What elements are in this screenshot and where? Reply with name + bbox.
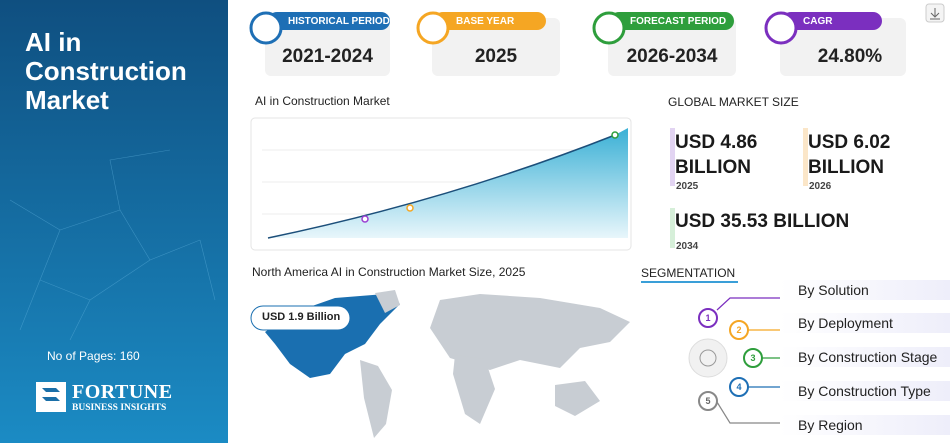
segment-number: 5 — [698, 391, 718, 411]
segment-number: 4 — [729, 377, 749, 397]
segment-number: 2 — [729, 320, 749, 340]
regional-value: USD 1.9 Billion — [262, 311, 341, 323]
logo-sub: BUSINESS INSIGHTS — [72, 403, 167, 413]
segment-label[interactable]: By Solution — [780, 280, 950, 300]
market-size-value: USD 4.86 BILLION — [675, 132, 758, 178]
size-strip — [670, 128, 675, 186]
trend-area — [268, 128, 628, 238]
card-icon — [592, 11, 626, 45]
market-size-year: 2025 — [676, 181, 699, 192]
card-bg — [432, 18, 560, 76]
card-bg — [780, 18, 906, 76]
page-count: No of Pages: 160 — [47, 349, 140, 363]
segmentation-title: SEGMENTATION — [641, 266, 736, 280]
card-value: 2021-2024 — [282, 46, 373, 67]
cards — [249, 11, 906, 76]
card-pill — [268, 12, 390, 30]
card-value: 24.80% — [817, 46, 883, 67]
segment-label[interactable]: By Region — [780, 415, 950, 435]
card-label: BASE YEAR — [456, 16, 515, 27]
card-icon — [416, 11, 450, 45]
segment-label[interactable]: By Deployment — [780, 313, 950, 333]
trend-line — [267, 134, 616, 239]
card-value: 2025 — [474, 46, 518, 67]
sidebar-bg — [0, 0, 228, 443]
world-map — [360, 294, 630, 438]
seg-connectors — [716, 297, 780, 424]
size-strip — [670, 208, 675, 248]
regional-title: North America AI in Construction Market … — [252, 265, 526, 279]
segment-number: 3 — [743, 348, 763, 368]
card-label: CAGR — [803, 16, 833, 27]
card-icon — [249, 11, 283, 45]
segment-label[interactable]: By Construction Stage — [780, 347, 950, 367]
card-value: 2026-2034 — [626, 46, 718, 67]
segment-label[interactable]: By Construction Type — [780, 381, 950, 401]
trend-point — [406, 204, 414, 212]
trend-point — [611, 131, 619, 139]
segment-number: 1 — [698, 308, 718, 328]
market-size-year: 2026 — [809, 181, 832, 192]
seg-hub-icon — [699, 349, 717, 367]
market-size-year: 2034 — [676, 241, 699, 252]
region-pill — [250, 305, 351, 331]
trend-point — [361, 215, 369, 223]
seg-hub — [688, 338, 728, 378]
card-bg — [608, 18, 736, 76]
card-pill — [782, 12, 882, 30]
size-strip — [803, 128, 808, 186]
card-pill — [434, 12, 546, 30]
download-glyph — [930, 8, 940, 20]
greenland — [375, 290, 400, 313]
logo-mark-detail — [42, 388, 60, 401]
market-size-value: USD 6.02 BILLION — [808, 132, 891, 178]
logo-main: FORTUNE — [72, 381, 173, 403]
card-bg — [265, 18, 390, 76]
sidebar-network — [9, 149, 216, 341]
card-label: HISTORICAL PERIOD — [288, 16, 390, 27]
trend-title: AI in Construction Market — [255, 94, 390, 108]
card-pill — [610, 12, 734, 30]
sidebar-title: AI in Construction Market — [25, 27, 187, 115]
card-label: FORECAST PERIOD — [630, 16, 727, 27]
market-size-value: USD 35.53 BILLION — [675, 211, 850, 232]
card-icon — [764, 11, 798, 45]
market-size-title: GLOBAL MARKET SIZE — [668, 95, 799, 109]
